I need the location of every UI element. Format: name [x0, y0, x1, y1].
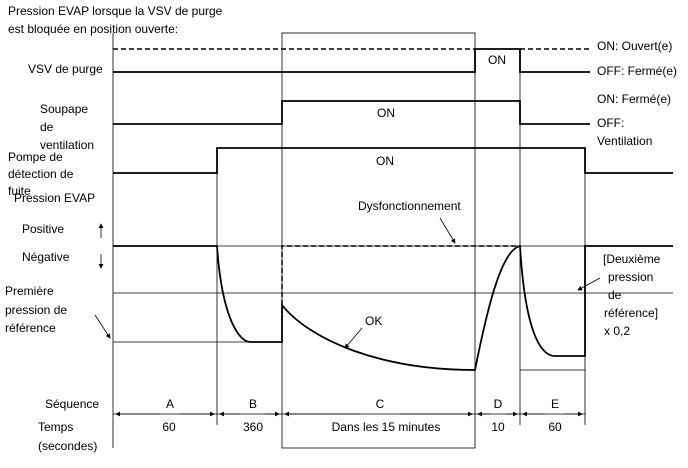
row-label: Soupape: [40, 102, 88, 116]
on-label: ON: [377, 106, 395, 120]
signals: [113, 48, 673, 371]
time-value: Dans les 15 minutes: [332, 420, 441, 434]
time-value: 10: [491, 420, 505, 434]
time-value: 60: [548, 420, 562, 434]
row-label: Positive: [22, 222, 64, 236]
sequence-step: E: [551, 397, 559, 411]
time-label: (secondes): [38, 439, 97, 453]
sequence-step: A: [166, 397, 174, 411]
on-label: ON: [376, 154, 394, 168]
sequence-step: B: [249, 397, 257, 411]
arrows: [94, 217, 601, 417]
row-label: Première: [5, 284, 54, 298]
state-label: OFF:: [597, 116, 624, 130]
time-label: Temps: [38, 420, 73, 434]
on-label: ON: [488, 53, 506, 67]
row-label: Négative: [22, 250, 70, 264]
row-label: ventilation: [40, 138, 94, 152]
annotation: Dysfonctionnement: [358, 199, 461, 213]
time-value: 60: [162, 420, 176, 434]
state-label: [Deuxième: [603, 252, 661, 266]
row-label: fuite: [8, 184, 31, 198]
sequence-label: Séquence: [45, 397, 99, 411]
state-label: référence]: [604, 306, 658, 320]
annotation: OK: [365, 314, 382, 328]
grid: [112, 32, 673, 449]
row-label: Pompe de: [8, 150, 63, 164]
row-label: VSV de purge: [28, 62, 103, 76]
state-label: de: [608, 288, 622, 302]
sequence-step: C: [376, 397, 385, 411]
time-value: 360: [243, 420, 263, 434]
row-label: de: [40, 120, 54, 134]
state-label: x 0,2: [604, 324, 630, 338]
state-label: pression: [608, 270, 653, 284]
title: est bloquée en position ouverte:: [8, 22, 178, 36]
state-label: ON: Fermé(e): [597, 92, 671, 106]
sequence-step: D: [494, 397, 503, 411]
state-label: ON: Ouvert(e): [597, 39, 672, 53]
row-label: référence: [5, 321, 56, 335]
labels: Pression EVAP lorsque la VSV de purge es…: [5, 4, 677, 453]
row-label: détection de: [8, 167, 74, 181]
title: Pression EVAP lorsque la VSV de purge: [8, 4, 223, 18]
row-label: pression de: [5, 303, 67, 317]
state-label: OFF: Fermé(e): [597, 64, 677, 78]
row-label: Pression EVAP: [14, 191, 95, 205]
state-label: Ventilation: [597, 134, 652, 148]
